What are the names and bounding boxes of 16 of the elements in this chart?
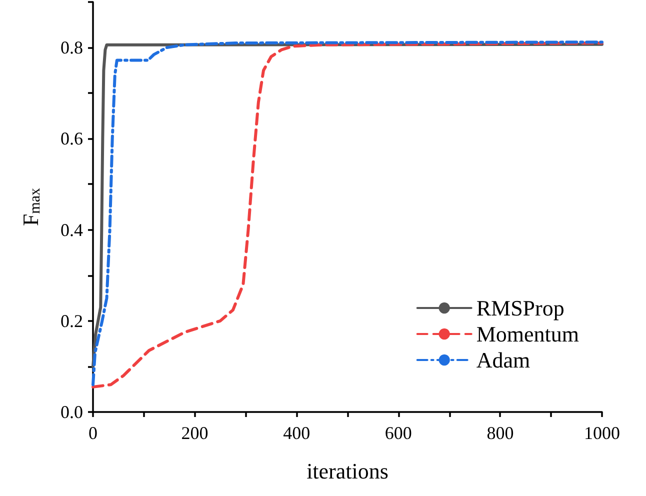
legend-label: Momentum <box>476 322 580 346</box>
x-axis-title: iterations <box>306 458 388 484</box>
x-tick-label: 1000 <box>584 423 620 443</box>
legend-label: Adam <box>476 348 530 372</box>
y-tick-label: 0.2 <box>60 310 83 331</box>
legend-label: RMSProp <box>476 296 564 320</box>
x-tick-label: 600 <box>384 423 412 443</box>
y-tick-label: 0.6 <box>60 128 83 149</box>
y-axis-title: Fmax <box>18 187 44 226</box>
x-tick-label: 200 <box>181 423 208 443</box>
y-tick-label: 0.4 <box>60 220 83 240</box>
x-tick-label: 0 <box>88 423 98 443</box>
x-tick-label: 800 <box>486 423 514 443</box>
y-tick-label: 0.0 <box>60 402 83 422</box>
y-tick-label: 0.8 <box>60 38 83 58</box>
x-tick-label: 400 <box>283 423 310 443</box>
